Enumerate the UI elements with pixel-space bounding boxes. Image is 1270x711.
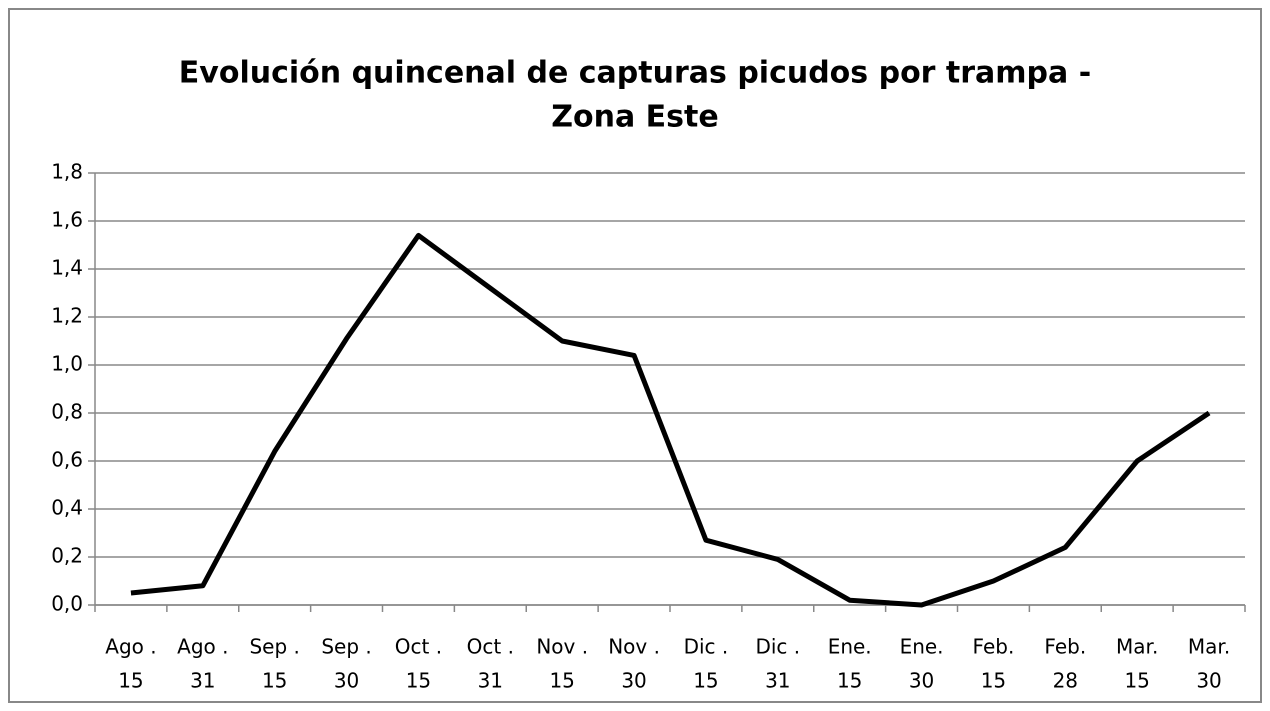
x-tick-label: 31 bbox=[478, 669, 503, 693]
x-tick-label: 15 bbox=[693, 669, 718, 693]
x-tick-label: Oct . bbox=[467, 635, 514, 659]
y-tick-label: 1,6 bbox=[51, 208, 83, 232]
x-tick-label: Dic . bbox=[684, 635, 729, 659]
x-tick-label: Ene. bbox=[828, 635, 872, 659]
y-tick-label: 0,4 bbox=[51, 496, 83, 520]
x-tick-label: Ago . bbox=[177, 635, 228, 659]
x-tick-label: 30 bbox=[621, 669, 646, 693]
y-tick-label: 0,2 bbox=[51, 544, 83, 568]
x-tick-label: 30 bbox=[334, 669, 359, 693]
x-tick-label: Mar. bbox=[1188, 635, 1230, 659]
x-tick-label: 15 bbox=[837, 669, 862, 693]
y-tick-label: 1,8 bbox=[51, 160, 83, 184]
x-tick-label: 15 bbox=[549, 669, 574, 693]
x-tick-label: Sep . bbox=[249, 635, 299, 659]
x-tick-label: Mar. bbox=[1116, 635, 1158, 659]
x-tick-label: 15 bbox=[406, 669, 431, 693]
x-tick-label: Feb. bbox=[1044, 635, 1086, 659]
data-line bbox=[130, 232, 1211, 608]
chart-title: Zona Este bbox=[551, 100, 718, 135]
y-tick-label: 0,0 bbox=[51, 592, 83, 616]
x-tick-label: 31 bbox=[765, 669, 790, 693]
x-tick-label: 30 bbox=[909, 669, 934, 693]
x-tick-label: Nov . bbox=[536, 635, 588, 659]
y-tick-label: 0,8 bbox=[51, 400, 83, 424]
x-tick-label: 28 bbox=[1053, 669, 1078, 693]
x-tick-label: Ene. bbox=[900, 635, 944, 659]
x-tick-label: Ago . bbox=[105, 635, 156, 659]
x-tick-label: 15 bbox=[981, 669, 1006, 693]
y-tick-label: 1,0 bbox=[51, 352, 83, 376]
y-tick-label: 0,6 bbox=[51, 448, 83, 472]
y-tick-label: 1,4 bbox=[51, 256, 83, 280]
x-tick-label: Nov . bbox=[608, 635, 660, 659]
x-tick-label: 15 bbox=[1124, 669, 1149, 693]
y-tick-label: 1,2 bbox=[51, 304, 83, 328]
x-tick-label: Dic . bbox=[755, 635, 800, 659]
x-tick-label: 15 bbox=[262, 669, 287, 693]
x-tick-label: Sep . bbox=[321, 635, 371, 659]
x-tick-label: 31 bbox=[190, 669, 215, 693]
x-tick-label: Feb. bbox=[973, 635, 1015, 659]
x-tick-label: 15 bbox=[118, 669, 143, 693]
x-tick-label: 30 bbox=[1196, 669, 1221, 693]
chart-title: Evolución quincenal de capturas picudos … bbox=[179, 56, 1091, 91]
x-tick-label: Oct . bbox=[395, 635, 442, 659]
